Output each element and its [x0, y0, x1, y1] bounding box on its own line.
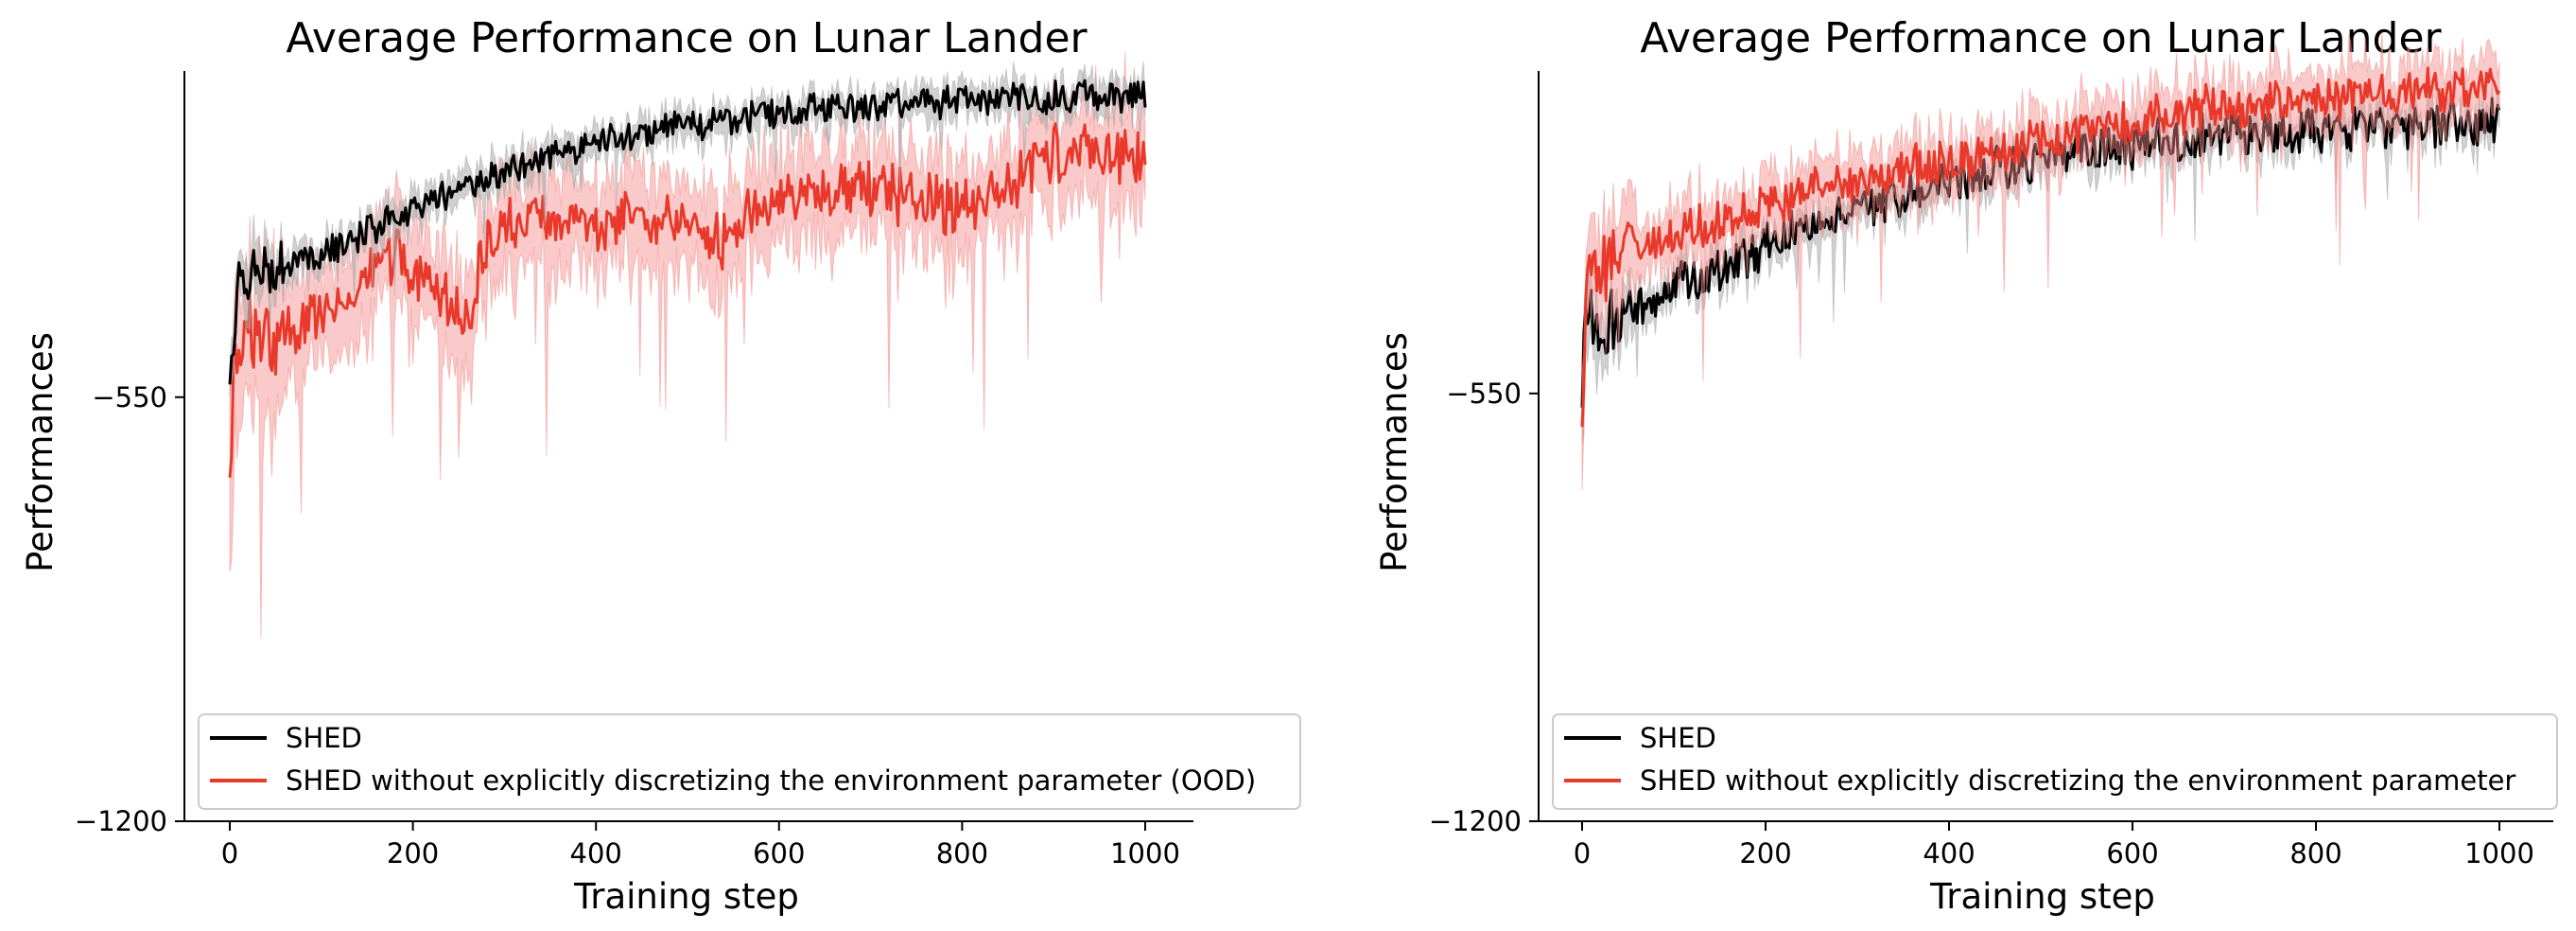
axis-ticks: 0 200 400 600 800 1000 −550 −1200 — [1429, 378, 2534, 870]
legend-label-shed: SHED — [1640, 722, 1716, 754]
x-tick-label: 0 — [1574, 837, 1591, 870]
plot-area — [228, 51, 1147, 639]
chart-title: Average Performance on Lunar Lander — [286, 14, 1088, 62]
legend-label-variant: SHED without explicitly discretizing the… — [286, 764, 1256, 797]
x-tick-label: 600 — [753, 837, 805, 870]
series-line-variant — [228, 122, 1147, 478]
y-tick-label: −1200 — [1429, 805, 1522, 837]
x-tick-label: 1000 — [2464, 837, 2534, 870]
x-tick-label: 0 — [221, 837, 238, 870]
axis-ticks: 0 200 400 600 800 1000 −550 −1200 — [75, 381, 1180, 870]
legend-label-shed: SHED — [286, 722, 362, 754]
y-tick-label: −550 — [1446, 378, 1522, 410]
x-tick-label: 400 — [1923, 837, 1975, 870]
x-axis-label: Training step — [573, 876, 799, 917]
chart-panel-1: Average Performance on Lunar Lander 0 200… — [20, 14, 1301, 917]
series-line-variant — [1580, 66, 2501, 428]
legend-label-variant: SHED without explicitly discretizing the… — [1640, 764, 2515, 797]
x-tick-label: 800 — [2289, 837, 2341, 870]
chart-panel-2: Average Performance on Lunar Lander 0 200… — [1374, 14, 2558, 917]
series-band-variant — [229, 51, 1146, 639]
series-line-shed — [228, 79, 1147, 385]
chart-title: Average Performance on Lunar Lander — [1640, 14, 2442, 62]
legend: SHED SHED without explicitly discretizin… — [198, 713, 1301, 810]
legend-frame — [198, 713, 1301, 810]
x-tick-label: 600 — [2106, 837, 2158, 870]
legend-frame — [1552, 713, 2558, 810]
x-tick-label: 1000 — [1110, 837, 1180, 870]
y-tick-label: −550 — [92, 381, 167, 413]
plot-area — [1580, 32, 2501, 491]
x-tick-label: 200 — [387, 837, 439, 870]
legend: SHED SHED without explicitly discretizin… — [1552, 713, 2558, 810]
y-axis-label: Performances — [20, 332, 61, 572]
x-tick-label: 400 — [570, 837, 622, 870]
x-tick-label: 800 — [936, 837, 988, 870]
y-axis-label: Performances — [1374, 332, 1415, 572]
y-tick-label: −1200 — [75, 805, 167, 837]
x-tick-label: 200 — [1739, 837, 1791, 870]
x-axis-label: Training step — [1929, 876, 2155, 917]
